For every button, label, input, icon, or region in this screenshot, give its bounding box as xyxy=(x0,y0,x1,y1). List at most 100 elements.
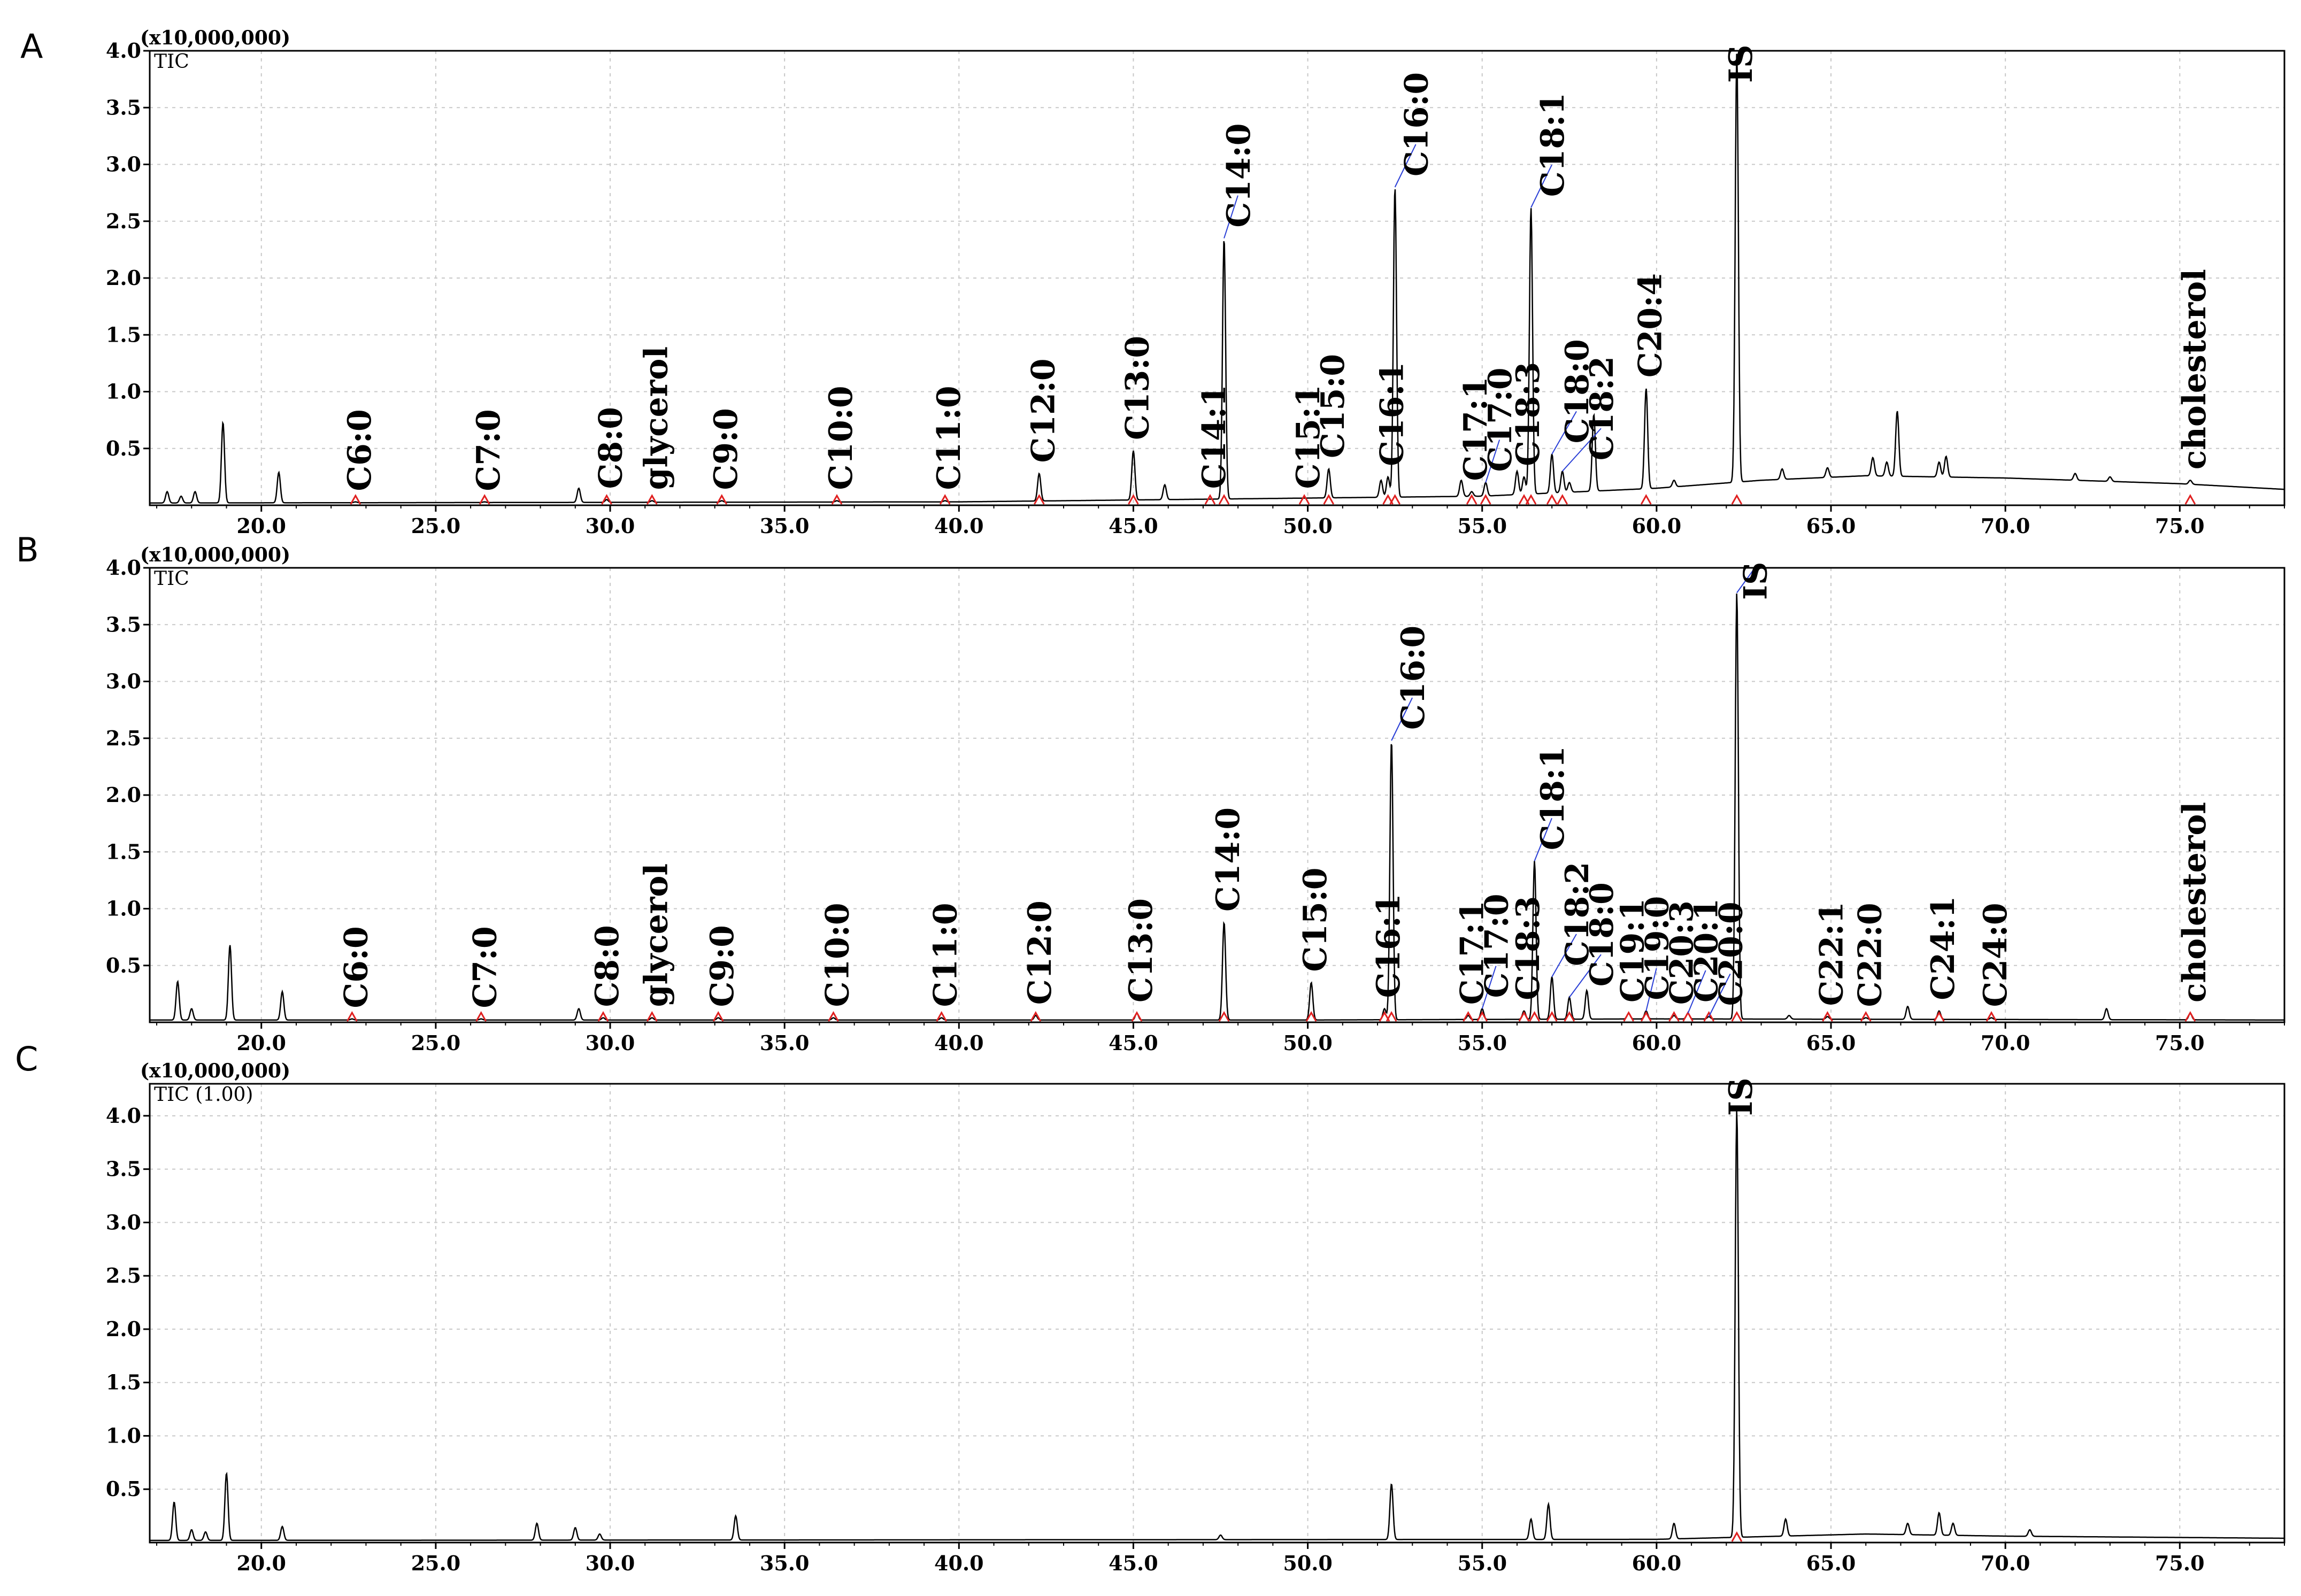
y-tick-label: 0.5 xyxy=(106,1477,141,1501)
peak-label: C9:0 xyxy=(707,408,745,490)
peak-label: IS xyxy=(1722,45,1760,83)
y-tick-label: 4.0 xyxy=(106,1104,141,1128)
y-tick-label: 2.5 xyxy=(106,726,141,750)
peak-label: C18:3 xyxy=(1510,362,1547,466)
y-tick-label: 3.0 xyxy=(106,669,141,693)
peak-marker xyxy=(828,1011,839,1022)
x-tick-label: 45.0 xyxy=(1109,1551,1158,1575)
peak-marker xyxy=(1668,1011,1680,1022)
x-tick-label: 70.0 xyxy=(1981,514,2030,538)
peak-marker xyxy=(1731,494,1743,505)
label-leader xyxy=(1481,966,1497,1009)
peak-marker xyxy=(831,494,843,505)
panel-letter: C xyxy=(15,1039,38,1078)
tic-trace xyxy=(150,593,2284,1021)
x-tick-label: 50.0 xyxy=(1283,1031,1333,1055)
y-tick-label: 1.0 xyxy=(106,897,141,921)
y-tick-label: 3.0 xyxy=(106,152,141,176)
x-tick-label: 25.0 xyxy=(411,1031,461,1055)
label-leader xyxy=(1223,195,1238,238)
tic-trace xyxy=(149,53,2284,504)
peak-label: C20:4 xyxy=(1632,273,1669,377)
label-leader xyxy=(1708,973,1731,1017)
peak-marker xyxy=(1933,1011,1945,1022)
label-leader xyxy=(1569,954,1602,998)
peak-marker xyxy=(1564,1011,1575,1022)
peak-marker xyxy=(1218,494,1230,505)
peak-marker xyxy=(2184,1011,2196,1022)
y-tick-label: 2.5 xyxy=(106,209,141,233)
peak-label: C7:0 xyxy=(470,409,507,491)
y-tick-label: 2.5 xyxy=(106,1263,141,1287)
peak-marker xyxy=(1860,1011,1872,1022)
peak-marker xyxy=(716,494,728,505)
trace-label: TIC xyxy=(154,568,189,590)
label-leader xyxy=(1530,164,1552,208)
x-tick-label: 75.0 xyxy=(2155,514,2205,538)
x-tick-label: 60.0 xyxy=(1632,1031,1682,1055)
peak-marker xyxy=(1389,494,1400,505)
peak-label: C17:1 xyxy=(1457,376,1495,481)
peak-label: C17:1 xyxy=(1454,900,1491,1005)
x-tick-label: 35.0 xyxy=(760,1551,810,1575)
label-leader xyxy=(1645,968,1657,1011)
x-tick-label: 40.0 xyxy=(934,1551,984,1575)
peak-marker xyxy=(1131,1011,1143,1022)
grid xyxy=(150,567,2284,1022)
peak-label: glycerol xyxy=(637,863,675,1007)
panel-b: B (x10,000,000)TIC 0.5 1.0 1.5 2.0 2.5 3.0 3.5 4.… xyxy=(16,530,2285,1055)
peak-marker xyxy=(1466,494,1477,505)
peak-marker xyxy=(1463,1011,1474,1022)
label-leader xyxy=(1485,440,1500,483)
peak-marker xyxy=(1480,494,1491,505)
peak-label: C18:2 xyxy=(1559,862,1596,966)
peak-label: C24:0 xyxy=(1977,903,2014,1007)
peak-marker xyxy=(1703,1011,1715,1022)
label-leader xyxy=(1562,428,1602,472)
peak-marker xyxy=(479,494,490,505)
x-tick-label: 65.0 xyxy=(1806,514,1856,538)
peak-marker xyxy=(1204,494,1216,505)
peak-marker xyxy=(1298,494,1310,505)
peak-label: C19:0 xyxy=(1639,896,1676,1000)
x-tick-label: 65.0 xyxy=(1806,1551,1856,1575)
y-tick-label: 2.0 xyxy=(106,1317,141,1341)
x-tick-label: 30.0 xyxy=(586,1031,635,1055)
peak-label: C14:0 xyxy=(1210,807,1247,912)
peak-label: C10:0 xyxy=(822,385,860,490)
x-tick-label: 35.0 xyxy=(760,1031,810,1055)
x-tick-label: 70.0 xyxy=(1981,1551,2030,1575)
peak-label: C14:1 xyxy=(1196,384,1233,489)
peak-label: C6:0 xyxy=(337,926,375,1008)
peak-marker xyxy=(597,1011,609,1022)
peak-marker xyxy=(1641,494,1652,505)
x-tick-label: 75.0 xyxy=(2155,1031,2205,1055)
peak-marker xyxy=(712,1011,724,1022)
peak-labels: IS xyxy=(1722,1078,1760,1116)
trace-label: TIC xyxy=(154,51,189,73)
peak-marker xyxy=(1731,1011,1743,1022)
plot-frame xyxy=(149,1083,2285,1544)
x-tick-label: 25.0 xyxy=(411,1551,461,1575)
peak-marker xyxy=(1518,1011,1530,1022)
peak-marker xyxy=(1731,1531,1743,1542)
peak-label: C13:0 xyxy=(1119,336,1156,440)
y-tick-label: 0.5 xyxy=(106,436,141,460)
peak-label: C17:0 xyxy=(1479,893,1516,998)
peak-label: IS xyxy=(1722,1078,1760,1116)
peak-label: C24:1 xyxy=(1925,896,1962,1000)
peak-label: C12:0 xyxy=(1021,900,1059,1005)
y-tick-label: 3.5 xyxy=(106,612,141,636)
peak-label: C11:0 xyxy=(927,903,965,1007)
y-tick-label: 0.5 xyxy=(106,953,141,977)
peak-labels: C6:0 C7:0 C8:0 glycerol C9:0 C10:0 C11:0 C12:0 C… xyxy=(341,45,2213,491)
x-tick-label: 45.0 xyxy=(1109,1031,1158,1055)
scale-label: (x10,000,000) xyxy=(140,544,290,566)
peak-label: C9:0 xyxy=(704,925,741,1007)
peak-label: C16:0 xyxy=(1395,626,1432,730)
peak-label: C18:2 xyxy=(1583,356,1621,460)
panel-a: A (x10,000,000)TIC 0.5 1.0 1.5 2.0 2.5 3.0 3.5 4.… xyxy=(20,27,2285,538)
peak-marker xyxy=(1557,494,1568,505)
peak-marker xyxy=(1128,494,1139,505)
